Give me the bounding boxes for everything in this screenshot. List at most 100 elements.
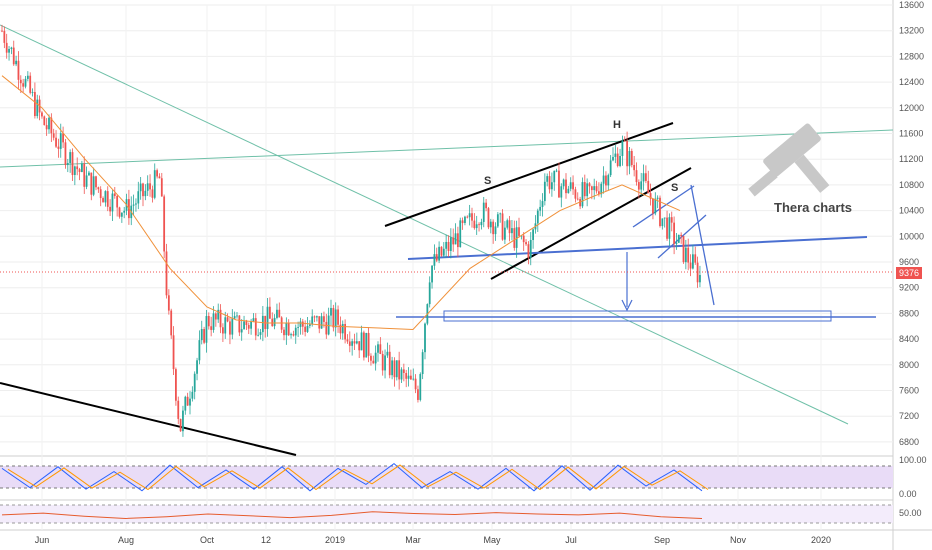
y-tick-label: 10800 bbox=[899, 180, 924, 190]
y-tick-label: 6800 bbox=[899, 437, 919, 447]
candle-body bbox=[414, 378, 417, 390]
teal-trendline bbox=[0, 24, 849, 425]
candle-body bbox=[562, 179, 565, 187]
ma-line bbox=[1, 75, 681, 330]
candle-body bbox=[619, 156, 621, 166]
candle-body bbox=[83, 163, 86, 187]
candle-body bbox=[344, 323, 346, 340]
candle-body bbox=[205, 316, 208, 343]
candle-body bbox=[311, 316, 314, 325]
candle-body bbox=[337, 309, 339, 325]
candle-body bbox=[175, 369, 177, 401]
candle-body bbox=[238, 315, 241, 333]
candle-body bbox=[367, 332, 370, 356]
candle-body bbox=[247, 325, 250, 329]
candle-body bbox=[518, 227, 520, 236]
candle-body bbox=[652, 198, 654, 214]
candle-body bbox=[151, 189, 154, 198]
candle-body bbox=[99, 189, 102, 199]
candle-body bbox=[142, 183, 144, 197]
candle-body bbox=[468, 213, 471, 218]
gavel-icon bbox=[763, 123, 830, 193]
candle-body bbox=[118, 207, 121, 217]
x-tick-label: Mar bbox=[405, 535, 421, 545]
candle-body bbox=[306, 325, 309, 332]
candle-body bbox=[515, 227, 518, 248]
candle-body bbox=[299, 321, 302, 327]
candle-body bbox=[102, 198, 104, 203]
candle-body bbox=[233, 316, 236, 319]
y-tick-label: 11200 bbox=[899, 154, 923, 164]
candle-body bbox=[120, 212, 123, 217]
candle-body bbox=[285, 322, 288, 336]
candle-body bbox=[696, 262, 699, 283]
candle-body bbox=[449, 237, 452, 251]
y-tick-label: 13600 bbox=[899, 0, 924, 10]
candle-body bbox=[353, 341, 356, 344]
candle-body bbox=[670, 217, 673, 223]
candle-body bbox=[325, 321, 328, 335]
candle-body bbox=[163, 196, 166, 252]
candle-body bbox=[675, 242, 678, 244]
candle-body bbox=[123, 210, 126, 213]
candle-body bbox=[379, 344, 382, 354]
rsi-tick-label: 50.00 bbox=[899, 508, 922, 518]
candle-body bbox=[261, 315, 264, 333]
candle-body bbox=[198, 340, 201, 361]
candle-body bbox=[659, 197, 661, 227]
drawings bbox=[0, 24, 894, 456]
candle-body bbox=[428, 282, 431, 305]
candle-body bbox=[76, 166, 79, 170]
candle-body bbox=[565, 179, 567, 194]
y-tick-label: 7600 bbox=[899, 386, 919, 396]
candle-body bbox=[370, 355, 372, 361]
candle-body bbox=[156, 170, 158, 177]
x-tick-label: May bbox=[483, 535, 501, 545]
candle-body bbox=[224, 317, 227, 334]
candle-body bbox=[569, 182, 572, 189]
candle-body bbox=[654, 198, 657, 214]
candle-body bbox=[435, 254, 438, 261]
candle-body bbox=[226, 317, 229, 322]
time-axis: Jun Aug Oct 12 2019 Mar May Jul Sep Nov 2020 bbox=[35, 535, 831, 545]
candle-body bbox=[487, 208, 490, 228]
candle-body bbox=[316, 316, 318, 318]
candle-body bbox=[605, 175, 607, 186]
candle-body bbox=[210, 326, 213, 330]
candle-body bbox=[398, 360, 401, 380]
grid-lines bbox=[0, 4, 893, 530]
x-tick-label: Jul bbox=[565, 535, 577, 545]
candle-body bbox=[586, 183, 589, 197]
price-axis: 6800 7200 7600 8000 8400 8800 9200 9600 10000 104… bbox=[899, 0, 927, 518]
candle-body bbox=[649, 193, 652, 199]
candle-body bbox=[395, 360, 398, 378]
candle-body bbox=[600, 183, 603, 195]
candle-body bbox=[71, 152, 74, 175]
candle-body bbox=[447, 241, 450, 251]
candle-body bbox=[553, 170, 556, 183]
candle-body bbox=[132, 204, 135, 206]
candle-body bbox=[590, 186, 593, 191]
candle-body bbox=[645, 173, 647, 181]
candles bbox=[1, 24, 701, 437]
y-tick-label: 10000 bbox=[899, 231, 924, 241]
x-tick-label: 2020 bbox=[811, 535, 831, 545]
candle-body bbox=[189, 398, 191, 406]
candle-body bbox=[579, 199, 581, 207]
candle-body bbox=[231, 318, 234, 335]
candle-body bbox=[10, 47, 13, 49]
candle-body bbox=[581, 182, 584, 207]
candle-body bbox=[259, 332, 262, 335]
candle-body bbox=[45, 125, 48, 130]
candle-body bbox=[160, 178, 163, 197]
candle-body bbox=[699, 275, 701, 283]
candle-body bbox=[532, 229, 534, 240]
candle-body bbox=[243, 321, 245, 330]
candle-body bbox=[440, 246, 443, 256]
candle-body bbox=[177, 400, 180, 419]
neckline bbox=[407, 236, 868, 260]
candle-body bbox=[41, 112, 43, 117]
candle-body bbox=[365, 332, 368, 358]
y-tick-label: 9600 bbox=[899, 257, 919, 267]
